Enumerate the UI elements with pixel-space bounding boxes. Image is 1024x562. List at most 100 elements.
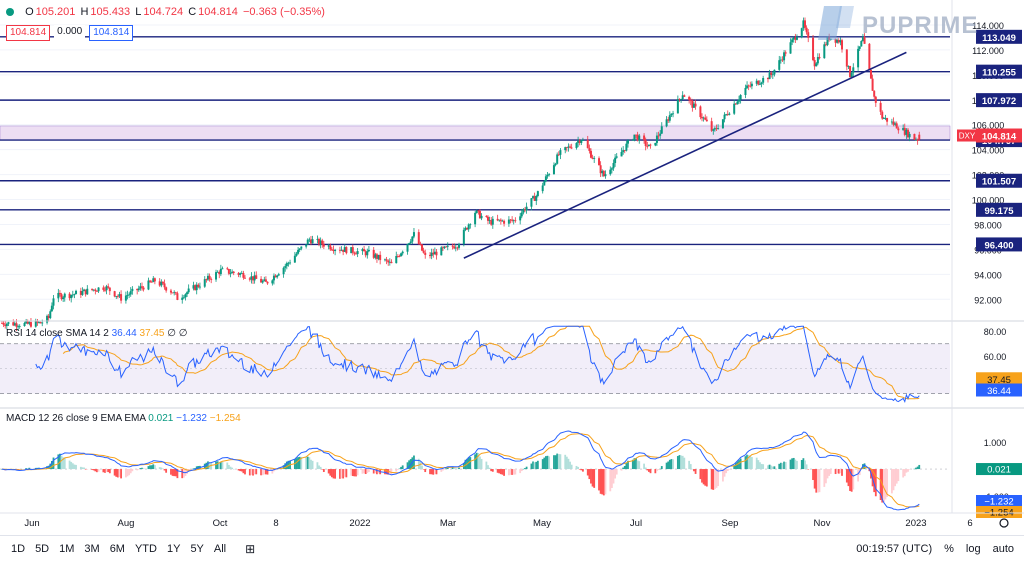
symbol-tag: [957, 129, 977, 142]
range-button-ytd[interactable]: YTD: [134, 543, 157, 555]
candle-body: [62, 297, 65, 300]
candle-body: [260, 278, 263, 283]
candle-body: [385, 259, 388, 261]
range-button-1d[interactable]: 1D: [11, 543, 26, 555]
candle-body: [826, 37, 829, 45]
candle-body: [903, 127, 906, 135]
candle-body: [837, 39, 840, 43]
calendar-icon[interactable]: ⊞: [245, 542, 256, 556]
time-axis[interactable]: Jun Aug Oct 8 2022 Mar May Jul Sep Nov 2023 6: [0, 512, 1024, 529]
symbol-dot-icon[interactable]: [6, 8, 14, 17]
price-tick-label: 100.000: [972, 196, 1005, 206]
macd-hist-bar: [755, 457, 758, 470]
candle-body: [556, 154, 559, 164]
ask-pill[interactable]: 104.814: [89, 25, 134, 41]
macd-hist-bar: [306, 456, 309, 470]
candle-body: [670, 113, 673, 116]
candle-body: [635, 134, 638, 136]
macd-hist-bar: [330, 469, 333, 478]
range-button-1m[interactable]: 1M: [59, 543, 75, 555]
candle-body: [52, 298, 55, 306]
macd-hist-bar: [194, 468, 197, 470]
range-button-1y[interactable]: 1Y: [166, 543, 181, 555]
macd-hist-bar: [219, 461, 222, 470]
range-button-all[interactable]: All: [213, 543, 227, 555]
range-button-5d[interactable]: 5D: [35, 543, 50, 555]
macd-hist-bar: [907, 469, 909, 472]
macd-hist-bar: [635, 458, 637, 470]
candle-body: [345, 247, 348, 254]
candle-body: [329, 245, 332, 250]
candle-body: [293, 255, 296, 263]
macd-hist-bar: [310, 459, 312, 470]
settings-gear-icon[interactable]: [999, 518, 1009, 528]
rsi-value-label: 36.44: [987, 386, 1011, 397]
auto-toggle[interactable]: auto: [992, 543, 1014, 555]
rsi-legend[interactable]: RSI 14 close SMA 14 2 36.44 37.45 ∅ ∅: [6, 328, 187, 339]
level-price-tag: [976, 237, 1022, 252]
price-axis[interactable]: 114.000112.000110.000108.000106.000104.0…: [952, 0, 1024, 520]
macd-hist-bar: [239, 469, 242, 472]
clock-time[interactable]: 00:19:57 (UTC): [856, 543, 933, 555]
candle-body: [142, 287, 145, 290]
bid-pill[interactable]: 104.814: [6, 25, 51, 41]
candle-body: [182, 297, 185, 299]
candle-body: [356, 251, 359, 255]
candle-body: [334, 249, 337, 252]
macd-hist-bar: [789, 459, 792, 470]
macd-hist-bar: [480, 458, 483, 470]
macd-hist-bar: [116, 469, 119, 478]
candle-body: [58, 292, 61, 295]
range-button-6m[interactable]: 6M: [109, 543, 125, 555]
candle-body: [813, 60, 816, 67]
macd-hist-bar: [115, 469, 118, 477]
trendlines[interactable]: [463, 51, 907, 259]
macd-hist-bar: [475, 452, 478, 470]
candle-body: [219, 268, 222, 275]
macd-hist-bar: [733, 465, 736, 470]
range-button-5y[interactable]: 5Y: [190, 543, 204, 555]
macd-hist-bar: [374, 469, 377, 474]
candle-body: [309, 239, 312, 244]
macd-hist-bar: [536, 460, 539, 470]
candle-body: [94, 289, 97, 291]
candle-body: [395, 255, 398, 264]
zone-rect: [0, 125, 951, 141]
candle-body: [717, 128, 720, 129]
macd-hist-bar: [458, 467, 460, 470]
time-tick-label: 8: [273, 518, 278, 529]
candle-body: [873, 90, 876, 97]
axis-bg: [952, 0, 1024, 520]
candle-body: [342, 249, 345, 252]
candle-body: [23, 322, 26, 327]
candle-body: [541, 185, 544, 192]
macd-hist-bar: [240, 469, 243, 472]
macd-hist-bar: [25, 468, 28, 470]
candle-body: [441, 247, 444, 249]
candle-body: [458, 244, 461, 248]
candle-body: [501, 220, 504, 222]
macd-hist-bar: [158, 467, 161, 470]
macd-hist-bar: [520, 469, 523, 472]
log-toggle[interactable]: log: [965, 543, 981, 555]
rsi-value-tag: [976, 383, 1022, 397]
range-button-3m[interactable]: 3M: [84, 543, 100, 555]
macd-hist-bar: [26, 468, 29, 470]
macd-hist-bar: [75, 464, 77, 470]
macd-hist-bar: [446, 467, 449, 470]
rsi-tick-label: 80.00: [984, 327, 1007, 337]
macd-hist-bar: [442, 469, 444, 471]
macd-hist-bar: [804, 460, 806, 470]
candle-body: [766, 78, 769, 80]
candle-body: [490, 220, 493, 225]
percent-toggle[interactable]: %: [944, 543, 954, 555]
macd-hist-bar: [97, 469, 100, 472]
candle-body: [229, 273, 232, 275]
macd-hist-bar: [545, 456, 547, 470]
macd-hist-bar: [150, 465, 153, 470]
candle-body: [126, 295, 129, 296]
candle-body: [210, 279, 213, 280]
candle-body: [300, 246, 303, 249]
macd-legend[interactable]: MACD 12 26 close 9 EMA EMA 0.021 −1.232 …: [6, 413, 241, 424]
